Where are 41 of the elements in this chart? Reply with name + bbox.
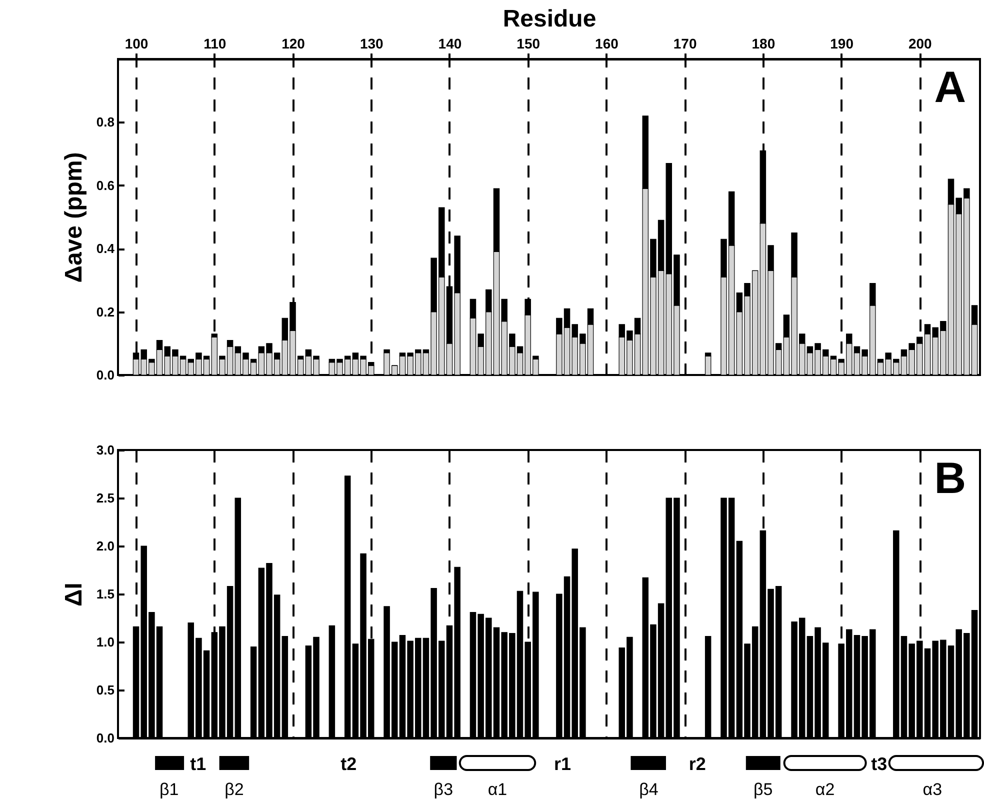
text: α3 (922, 780, 942, 799)
y-axis-title: ΔI (60, 582, 88, 606)
text: β3 (434, 780, 454, 799)
y-tick-label: 0.5 (96, 682, 114, 698)
x-tick-label: 140 (438, 36, 462, 52)
text: β5 (754, 780, 773, 799)
y-tick-label: 1.0 (96, 634, 114, 650)
text: t3 (871, 754, 888, 774)
text: r1 (554, 754, 572, 774)
y-axis-title: Δave (ppm) (60, 152, 88, 283)
text: α2 (815, 780, 835, 799)
y-tick-label: 0.4 (96, 241, 116, 256)
annotation: B (934, 454, 966, 503)
text: β2 (224, 780, 244, 799)
x-tick-label: 150 (516, 36, 540, 52)
y-tick-label: 0.6 (96, 178, 114, 193)
text: t1 (190, 754, 206, 774)
text: α1 (488, 780, 508, 799)
y-tick-label: 0.8 (96, 114, 114, 130)
y-tick-label: 2.5 (96, 490, 114, 506)
annotation: A (934, 63, 966, 112)
x-axis-title: Residue (502, 6, 596, 32)
y-tick-label: 1.5 (96, 586, 114, 602)
x-tick-label: 110 (204, 36, 226, 52)
x-tick-label: 200 (908, 36, 932, 52)
x-tick-label: 100 (124, 36, 148, 52)
y-tick-label: 3.0 (96, 442, 114, 458)
text: β1 (160, 780, 179, 799)
x-tick-label: 180 (752, 36, 776, 52)
x-tick-label: 120 (282, 36, 306, 52)
y-tick-label: 0.0 (96, 730, 114, 746)
x-tick-label: 130 (360, 36, 384, 52)
text: t2 (340, 754, 357, 774)
y-tick-label: 2.0 (96, 538, 114, 554)
text: r2 (688, 754, 706, 774)
x-tick-label: 190 (830, 36, 854, 52)
x-tick-label: 160 (595, 36, 619, 52)
y-tick-label: 0.0 (96, 368, 114, 382)
x-tick-label: 170 (673, 36, 697, 52)
text: β4 (639, 780, 658, 799)
y-tick-label: 0.2 (96, 304, 114, 320)
